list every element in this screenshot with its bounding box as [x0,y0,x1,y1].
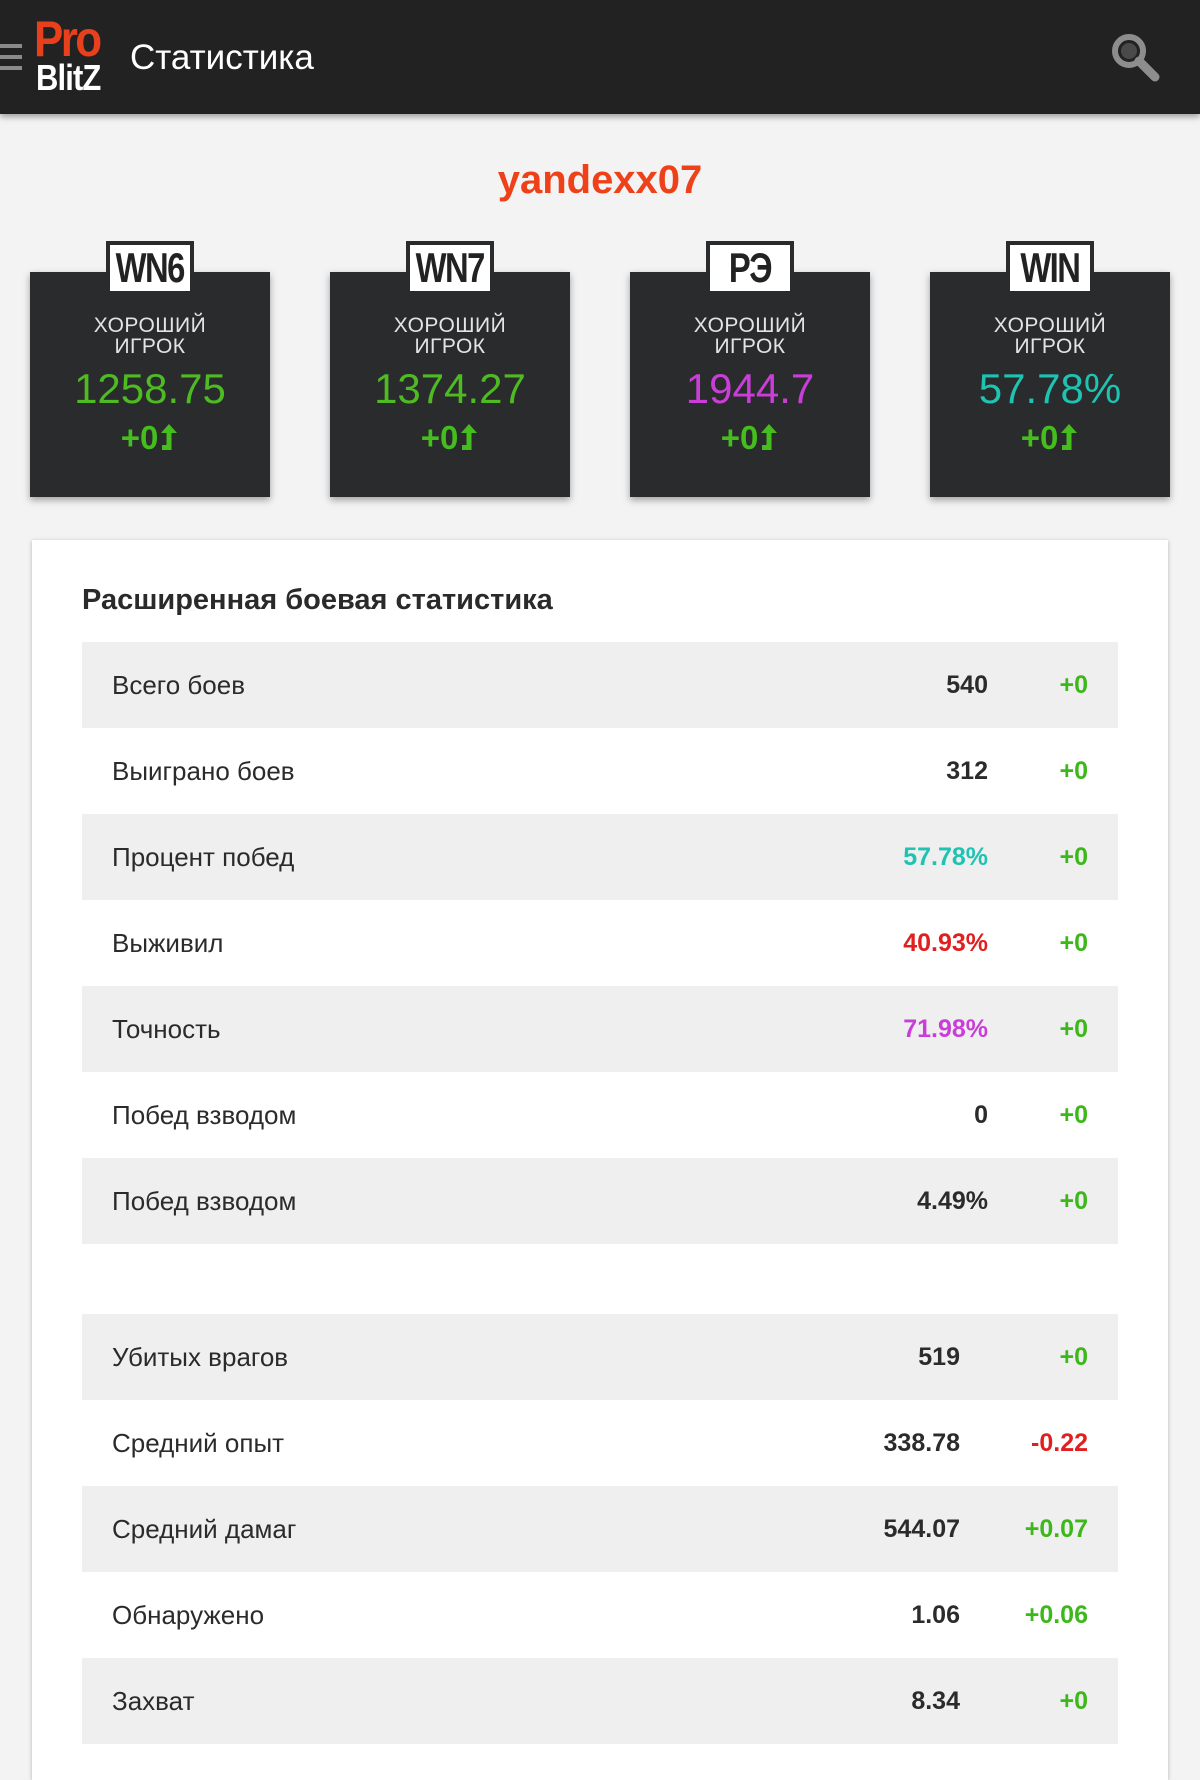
rating-delta: +0 [30,418,270,458]
rating-card: РЭ ХОРОШИЙ ИГРОК 1944.7 +0 [630,241,870,497]
stat-delta: -0.22 [1031,1429,1088,1457]
stat-label: Всего боев [112,670,246,700]
arrow-up-icon [1061,424,1078,450]
app-logo[interactable]: Pro BlitZ [34,14,114,98]
stat-row: Побед взводом 4.49% +0 [82,1158,1118,1244]
stat-value: 71.98% [903,1015,988,1043]
rating-label: ХОРОШИЙ ИГРОК [393,314,507,358]
stats-table-averages: Убитых врагов 519 +0 Средний опыт 338.78 -0.2… [82,1314,1118,1744]
stat-delta: +0 [1059,757,1088,785]
rating-delta: +0 [930,418,1170,458]
stat-value: 0 [974,1101,988,1129]
stat-value: 312 [946,757,988,785]
stat-value: 4.49% [917,1187,988,1215]
menu-icon[interactable] [0,44,22,74]
stat-label: Точность [112,1014,221,1044]
stat-label: Обнаружено [112,1600,265,1630]
stat-value: 8.34 [911,1687,960,1715]
rating-card: WN7 ХОРОШИЙ ИГРОК 1374.27 +0 [330,241,570,497]
stat-row: Выживил 40.93% +0 [82,900,1118,986]
player-name: yandexx07 [497,158,703,202]
stat-label: Выиграно боев [112,756,295,786]
rating-badge: WIN [1006,241,1094,295]
stat-delta: +0.07 [1024,1515,1088,1543]
rating-label: ХОРОШИЙ ИГРОК [93,314,207,358]
stat-row: Побед взводом 0 +0 [82,1072,1118,1158]
rating-label: ХОРОШИЙ ИГРОК [693,314,807,358]
stat-value: 519 [918,1343,960,1371]
stat-row: Обнаружено 1.06 +0.06 [82,1572,1118,1658]
stat-row: Точность 71.98% +0 [82,986,1118,1072]
stats-table-battle: Всего боев 540 +0 Выиграно боев 312 +0 Процент… [82,642,1118,1244]
rating-delta: +0 [330,418,570,458]
stat-label: Убитых врагов [112,1342,289,1372]
arrow-up-icon [461,424,478,450]
stat-row: Выиграно боев 312 +0 [82,728,1118,814]
rating-badge: WN7 [406,241,494,295]
rating-value: 1944.7 [685,365,815,412]
stat-label: Побед взводом [112,1100,297,1130]
stat-delta: +0 [1059,671,1088,699]
stat-label: Средний опыт [112,1428,285,1458]
section-title: Расширенная боевая статистика [82,584,553,616]
stat-label: Выживил [112,928,224,958]
rating-badge: РЭ [706,241,794,295]
arrow-up-icon [761,424,778,450]
stat-delta: +0 [1059,1015,1088,1043]
stat-delta: +0 [1059,1187,1088,1215]
stat-row: Средний опыт 338.78 -0.22 [82,1400,1118,1486]
stat-value: 57.78% [903,843,988,871]
stat-value: 40.93% [903,929,988,957]
search-icon[interactable] [1108,30,1162,84]
stat-delta: +0 [1059,929,1088,957]
rating-card: WIN ХОРОШИЙ ИГРОК 57.78% +0 [930,241,1170,497]
stat-row: Убитых врагов 519 +0 [82,1314,1118,1400]
rating-value: 1374.27 [374,365,526,412]
stat-row: Средний дамаг 544.07 +0.07 [82,1486,1118,1572]
stat-label: Захват [112,1686,195,1716]
rating-value: 1258.75 [74,365,226,412]
stat-label: Средний дамаг [112,1514,297,1544]
stat-delta: +0 [1059,1687,1088,1715]
stat-value: 540 [946,671,988,699]
stat-delta: +0 [1059,1101,1088,1129]
stat-delta: +0 [1059,1343,1088,1371]
stat-row: Захват 8.34 +0 [82,1658,1118,1744]
stat-row: Процент побед 57.78% +0 [82,814,1118,900]
logo-text-blitz: BlitZ [36,57,101,98]
stat-label: Процент побед [112,842,295,872]
logo-text-pro: Pro [34,11,102,67]
rating-label: ХОРОШИЙ ИГРОК [993,314,1107,358]
stat-label: Побед взводом [112,1186,297,1216]
stat-value: 544.07 [883,1515,960,1543]
stat-row: Всего боев 540 +0 [82,642,1118,728]
stat-delta: +0 [1059,843,1088,871]
rating-value: 57.78% [978,365,1122,412]
extended-stats-panel: Расширенная боевая статистика Всего боев… [32,540,1168,1780]
stat-value: 1.06 [911,1601,960,1629]
rating-card: WN6 ХОРОШИЙ ИГРОК 1258.75 +0 [30,241,270,497]
rating-badge: WN6 [106,241,194,295]
app-header: Pro BlitZ Статистика [0,0,1200,114]
stat-delta: +0.06 [1024,1601,1088,1629]
arrow-up-icon [161,424,178,450]
page-title: Статистика [130,38,314,77]
stat-value: 338.78 [883,1429,960,1457]
rating-delta: +0 [630,418,870,458]
